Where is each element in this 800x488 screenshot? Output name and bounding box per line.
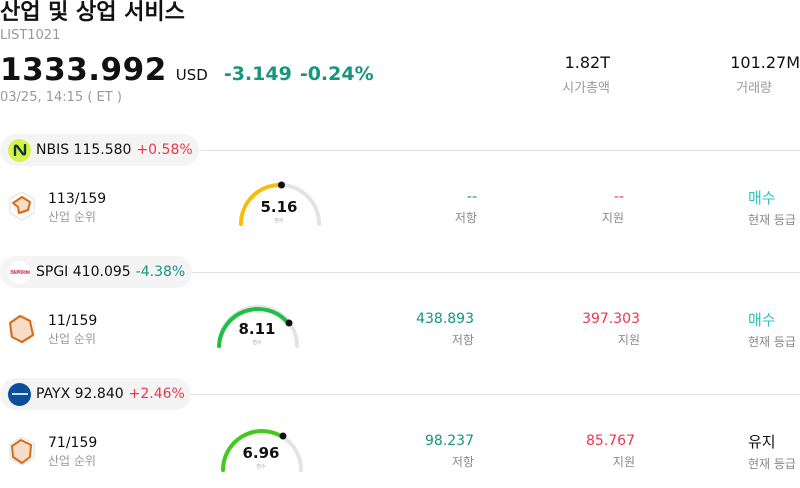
stock-pill-payx[interactable]: PAYX 92.840 +2.46%: [0, 378, 191, 410]
resistance-value: 438.893: [416, 311, 474, 327]
industry-rank-radar-icon: [9, 191, 35, 221]
grade-label: 현재 등급: [748, 335, 796, 349]
stock-section-nbis: NBIS 115.580 +0.58% 113/159 산업 순위 5.16 점…: [0, 134, 800, 256]
industry-rank-radar-icon: [9, 436, 35, 466]
nbis-logo-icon: [8, 138, 31, 162]
volume-value: 101.27M: [730, 53, 800, 72]
resistance-label: 저항: [451, 333, 474, 347]
support-label: 지원: [601, 211, 624, 225]
index-price: 1333.992: [0, 52, 167, 88]
stock-section-spgi: S&PGlobal SPGI 410.095 -4.38% 11/159 산업 …: [0, 256, 800, 378]
resistance: 98.237 저항: [425, 433, 474, 470]
grade-label: 현재 등급: [748, 213, 796, 227]
stock-change-percent: -4.38%: [135, 264, 186, 280]
stock-ticker: SPGI 410.095: [36, 264, 131, 280]
grade-label: 현재 등급: [748, 457, 796, 471]
index-title: 산업 및 상업 서비스: [0, 0, 185, 25]
score-label: 점수: [252, 340, 262, 346]
industry-rank-label: 산업 순위: [48, 210, 96, 224]
current-grade: 매수 현재 등급: [748, 309, 796, 350]
support-value: 85.767: [586, 433, 635, 449]
resistance-value: --: [466, 189, 477, 205]
price-change-percent: -0.24%: [299, 63, 374, 85]
industry-rank-radar-icon: [9, 314, 35, 344]
score-gauge: 6.96 점수: [219, 426, 309, 476]
industry-rank-label: 산업 순위: [48, 454, 96, 468]
stock-ticker: NBIS 115.580: [36, 142, 132, 158]
stock-section-payx: PAYX 92.840 +2.46% 71/159 산업 순위 6.96 점수 …: [0, 378, 800, 488]
section-divider: [192, 272, 800, 273]
currency: USD: [175, 66, 208, 84]
industry-rank-value: 113/159: [48, 191, 107, 207]
resistance-value: 98.237: [425, 433, 474, 449]
timestamp: 03/25, 14:15 ( ET ): [0, 90, 122, 105]
score-value: 8.11: [238, 320, 276, 338]
support: 85.767 지원: [586, 433, 635, 470]
support: -- 지원: [602, 189, 624, 226]
industry-rank-label: 산업 순위: [48, 332, 96, 346]
price-row: 1333.992 USD -3.149 -0.24%: [0, 52, 374, 88]
payx-logo-icon: [8, 382, 31, 406]
industry-rank-value: 11/159: [48, 313, 98, 329]
index-code: LIST1021: [0, 28, 61, 43]
support-value: --: [613, 189, 624, 205]
section-divider: [191, 394, 800, 395]
support-label: 지원: [612, 455, 635, 469]
resistance: 438.893 저항: [416, 311, 474, 348]
score-value: 5.16: [260, 198, 298, 216]
spgi-logo-icon: S&PGlobal: [8, 260, 31, 284]
score-label: 점수: [274, 218, 284, 224]
section-divider: [199, 150, 800, 151]
score-value: 6.96: [242, 444, 280, 462]
stock-ticker: PAYX 92.840: [36, 386, 124, 402]
resistance: -- 저항: [455, 189, 477, 226]
stock-pill-spgi[interactable]: S&PGlobal SPGI 410.095 -4.38%: [0, 256, 192, 288]
resistance-label: 저항: [454, 211, 477, 225]
volume-label: 거래량: [736, 81, 772, 96]
industry-rank-value: 71/159: [48, 435, 98, 451]
current-grade: 매수 현재 등급: [748, 187, 796, 228]
market-cap-stat: 1.82T 시가총액: [562, 53, 610, 96]
grade-value: 매수: [748, 311, 776, 329]
score-gauge: 5.16 점수: [237, 180, 327, 230]
volume-stat: 101.27M 거래량: [730, 53, 800, 96]
support: 397.303 지원: [582, 311, 640, 348]
grade-value: 유지: [748, 433, 776, 451]
current-grade: 유지 현재 등급: [748, 431, 796, 472]
score-label: 점수: [256, 464, 266, 470]
stock-pill-nbis[interactable]: NBIS 115.580 +0.58%: [0, 134, 199, 166]
price-change: -3.149: [223, 63, 292, 85]
support-label: 지원: [617, 333, 640, 347]
grade-value: 매수: [748, 189, 776, 207]
stock-change-percent: +0.58%: [136, 142, 193, 158]
score-gauge: 8.11 점수: [215, 302, 305, 352]
stock-change-percent: +2.46%: [128, 386, 185, 402]
svg-text:S&PGlobal: S&PGlobal: [11, 270, 30, 275]
market-cap-label: 시가총액: [562, 81, 610, 96]
support-value: 397.303: [582, 311, 640, 327]
resistance-label: 저항: [451, 455, 474, 469]
market-cap-value: 1.82T: [564, 53, 610, 72]
